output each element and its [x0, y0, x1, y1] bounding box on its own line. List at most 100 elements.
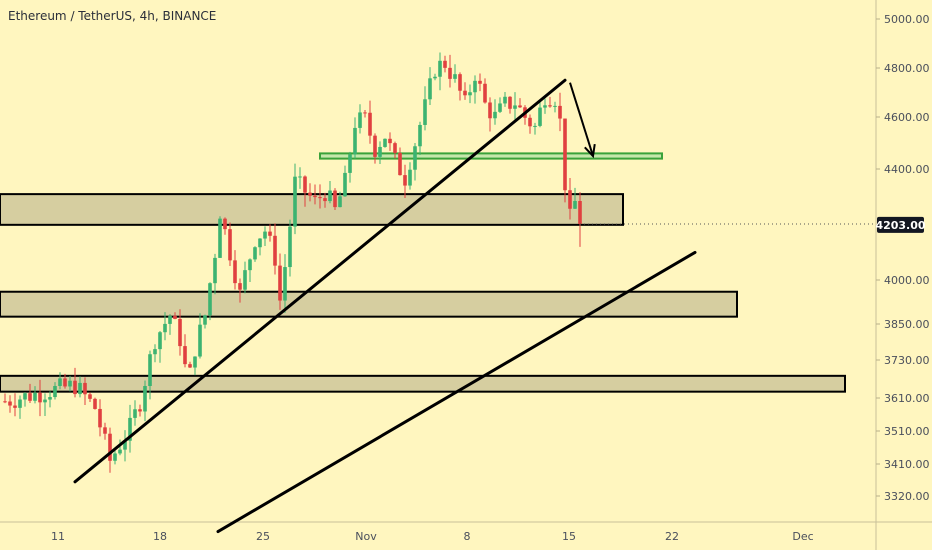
candle: [363, 110, 367, 118]
candle: [288, 219, 292, 277]
rising-trendline-1[interactable]: [73, 78, 567, 484]
candle: [123, 430, 127, 462]
candle: [393, 141, 397, 159]
candle: [348, 151, 352, 183]
candle: [8, 395, 12, 413]
candle: [333, 188, 337, 210]
candle: [368, 100, 372, 144]
candle: [518, 98, 522, 109]
candle: [408, 162, 412, 190]
candle: [273, 223, 277, 275]
candle: [223, 217, 227, 235]
candle: [403, 164, 407, 198]
candle: [118, 439, 122, 456]
candle: [573, 187, 577, 210]
candle: [48, 391, 52, 408]
candle: [353, 117, 357, 159]
candle: [108, 427, 112, 473]
time-tick-label: 8: [464, 530, 471, 543]
zone-middle[interactable]: [0, 290, 738, 318]
candle: [418, 121, 422, 156]
candle: [308, 183, 312, 202]
candle: [278, 253, 282, 310]
candle: [558, 92, 562, 132]
candle: [258, 238, 262, 256]
candle: [383, 138, 387, 148]
candle: [553, 101, 557, 113]
candle: [488, 97, 492, 132]
candle: [23, 392, 27, 407]
price-axis: 5000.00 4800.00 4600.00 4400.00 4203.00 4000.…: [875, 13, 929, 503]
candle: [43, 393, 47, 416]
rising-trendline-2[interactable]: [216, 250, 697, 534]
candle: [358, 104, 362, 134]
candle: [428, 67, 432, 105]
candle: [13, 393, 17, 417]
candle: [413, 143, 417, 181]
green-resistance-zone[interactable]: [319, 152, 663, 160]
candle: [373, 133, 377, 164]
candle: [313, 184, 317, 205]
candle: [493, 99, 497, 125]
price-tick-label: 3410.00: [884, 458, 930, 471]
price-tick-label: 4600.00: [884, 111, 930, 124]
candle: [513, 92, 517, 121]
price-tick-label: 4000.00: [884, 274, 930, 287]
candle: [198, 313, 202, 359]
candle: [578, 192, 582, 225]
candle: [503, 92, 507, 107]
candle: [128, 404, 132, 453]
candle: [148, 350, 152, 400]
candle: [563, 118, 567, 203]
candle: [543, 98, 547, 114]
candle: [18, 395, 22, 419]
candle: [178, 309, 182, 356]
candle: [213, 253, 217, 295]
chart-title: Ethereum / TetherUS, 4h, BINANCE: [8, 9, 217, 23]
candle: [218, 216, 222, 258]
candle: [138, 404, 142, 417]
candle: [378, 141, 382, 164]
candle: [568, 177, 572, 220]
time-tick-label: 11: [51, 530, 65, 543]
candle: [478, 73, 482, 92]
time-tick-label: 22: [665, 530, 679, 543]
candle: [243, 261, 247, 294]
zone-upper[interactable]: [0, 193, 624, 226]
price-tick-label: 3730.00: [884, 354, 930, 367]
candle: [248, 258, 252, 283]
candle: [58, 372, 62, 390]
candle: [388, 132, 392, 151]
zone-lower[interactable]: [0, 374, 846, 393]
candle: [468, 84, 472, 104]
down-arrow-shaft[interactable]: [569, 82, 594, 157]
candle: [293, 163, 297, 235]
candle: [168, 314, 172, 335]
candle: [173, 312, 177, 320]
candle: [508, 96, 512, 114]
candle: [443, 55, 447, 73]
candle: [38, 379, 42, 417]
price-tick-label: 4400.00: [884, 163, 930, 176]
drawings-layer: [73, 78, 697, 534]
candle: [448, 54, 452, 88]
candle: [103, 422, 107, 440]
candle: [203, 314, 207, 329]
candle: [423, 86, 427, 131]
time-tick-label: Dec: [792, 530, 813, 543]
candle: [143, 380, 147, 422]
candle: [98, 399, 102, 437]
candle: [208, 282, 212, 321]
candle: [498, 97, 502, 114]
candle: [73, 367, 77, 398]
last-price-label: 4203.00: [875, 219, 925, 232]
time-tick-label: 25: [256, 530, 270, 543]
candle: [268, 224, 272, 242]
candle: [483, 78, 487, 104]
candle: [533, 122, 537, 135]
candle: [88, 392, 92, 403]
candle: [458, 72, 462, 101]
candle: [298, 167, 302, 189]
